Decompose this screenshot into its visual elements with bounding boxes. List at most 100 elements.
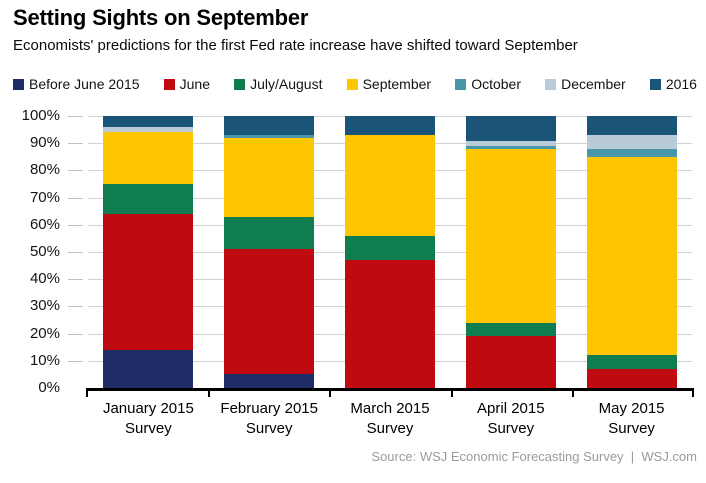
x-axis-line [86,388,694,397]
x-axis-label-february-2015: February 2015 Survey [209,399,330,439]
x-axis-tick [572,391,575,397]
legend-swatch-icon [163,78,175,90]
chart-title: Setting Sights on September [13,5,309,30]
legend-swatch-icon [545,78,557,90]
legend-label: September [362,76,432,92]
y-axis-tick [68,224,83,226]
y-axis-tick-label: 100% [21,107,60,124]
y-axis-tick [68,306,83,308]
legend-label: Before June 2015 [29,76,140,92]
legend-swatch-icon [13,78,24,90]
segment-december [103,126,194,133]
legend-item-october: October [455,76,521,92]
x-axis-tick [450,391,453,397]
x-axis-label-line1: February 2015 [220,400,318,417]
y-axis-tick-label: 80% [29,161,60,179]
y-axis-tick-label: 60% [29,215,60,233]
y-axis-tick-label: 40% [29,270,60,288]
legend-label: 2016 [665,76,697,92]
y-axis-tick-label: 20% [29,324,60,342]
x-axis-tick [207,391,210,397]
x-axis-label-line1: April 2015 [477,400,545,417]
y-axis-tick-label: 10% [29,351,60,369]
segment-june [465,336,556,388]
y-axis-tick [68,333,83,335]
x-axis-label-line2: Survey [125,420,172,437]
segment-october [586,148,677,157]
segment-2016 [224,116,315,136]
y-axis-tick-label: 70% [29,188,60,206]
y-axis-tick-label: 30% [29,297,60,315]
bar-slot-january-2015 [88,116,209,388]
bar-slot-march-2015 [330,116,451,388]
legend: Before June 2015 June July/August September… [13,76,697,92]
x-axis-label-may-2015: May 2015 Survey [571,399,692,439]
segment-july-august [224,216,315,250]
segment-september [344,135,435,236]
x-axis-tick [329,391,332,397]
x-axis-label-april-2015: April 2015 Survey [450,399,571,439]
y-axis-tick [68,360,83,362]
segment-june [224,249,315,375]
legend-item-june: June [163,76,210,92]
legend-item-2016: 2016 [649,76,697,92]
segment-july-august [344,235,435,261]
bar-slot-may-2015 [571,116,692,388]
bar-slot-february-2015 [209,116,330,388]
segment-september [586,156,677,356]
legend-item-july-august: July/August [234,76,322,92]
legend-swatch-icon [346,78,358,90]
x-axis-label-line2: Survey [245,420,293,437]
x-axis-label-march-2015: March 2015 Survey [330,399,451,439]
legend-label: July/August [250,76,323,92]
segment-september [465,148,556,323]
bar-may-2015 [586,116,677,388]
segment-july-august [465,322,556,337]
y-axis-tick [68,170,83,172]
chart-subtitle: Economists' predictions for the first Fe… [13,37,578,54]
legend-swatch-icon [649,78,661,90]
bar-march-2015 [344,116,435,388]
bar-april-2015 [465,116,556,388]
bar-february-2015 [224,116,315,388]
x-axis-label-line2: Survey [608,420,655,437]
segment-july-august [103,184,194,214]
segment-june [103,213,194,350]
y-axis-tick [68,252,83,253]
legend-label: October [471,76,521,92]
legend-label: December [561,76,626,92]
bar-january-2015 [103,116,194,388]
legend-swatch-icon [234,78,246,90]
segment-june [586,368,677,388]
x-axis-tick [86,391,88,397]
bars [88,116,692,388]
legend-item-september: September [346,76,432,92]
segment-december [586,135,677,149]
segment-2016 [103,116,194,127]
segment-2016 [344,116,435,136]
segment-october [224,135,315,138]
legend-item-before-june-2015: Before June 2015 [13,76,140,92]
segment-september [103,132,194,185]
segment-before-june-2015 [224,374,315,388]
x-axis-label-line1: January 2015 [102,400,194,417]
y-axis: 100% 90% 80% 70% 60% 50% 40% 30% 20% 10% 0% [0,108,60,396]
x-axis-tick [692,391,694,397]
legend-swatch-icon [455,78,467,90]
segment-october [465,145,556,149]
y-axis-tick-label: 90% [29,134,60,152]
y-axis-tick-label: 0% [38,379,60,396]
segment-december [465,140,556,146]
x-axis-label-line1: March 2015 [350,400,430,417]
x-axis-label-january-2015: January 2015 Survey [88,399,209,439]
x-axis-label-line1: May 2015 [598,400,665,417]
segment-before-june-2015 [103,349,194,388]
segment-september [224,137,315,217]
y-axis-tick [68,279,83,281]
segment-july-august [586,355,677,369]
y-axis-tick-label: 50% [29,243,60,260]
y-axis-tick [68,116,83,117]
segment-june [344,260,435,388]
x-axis-label-line2: Survey [487,420,535,437]
